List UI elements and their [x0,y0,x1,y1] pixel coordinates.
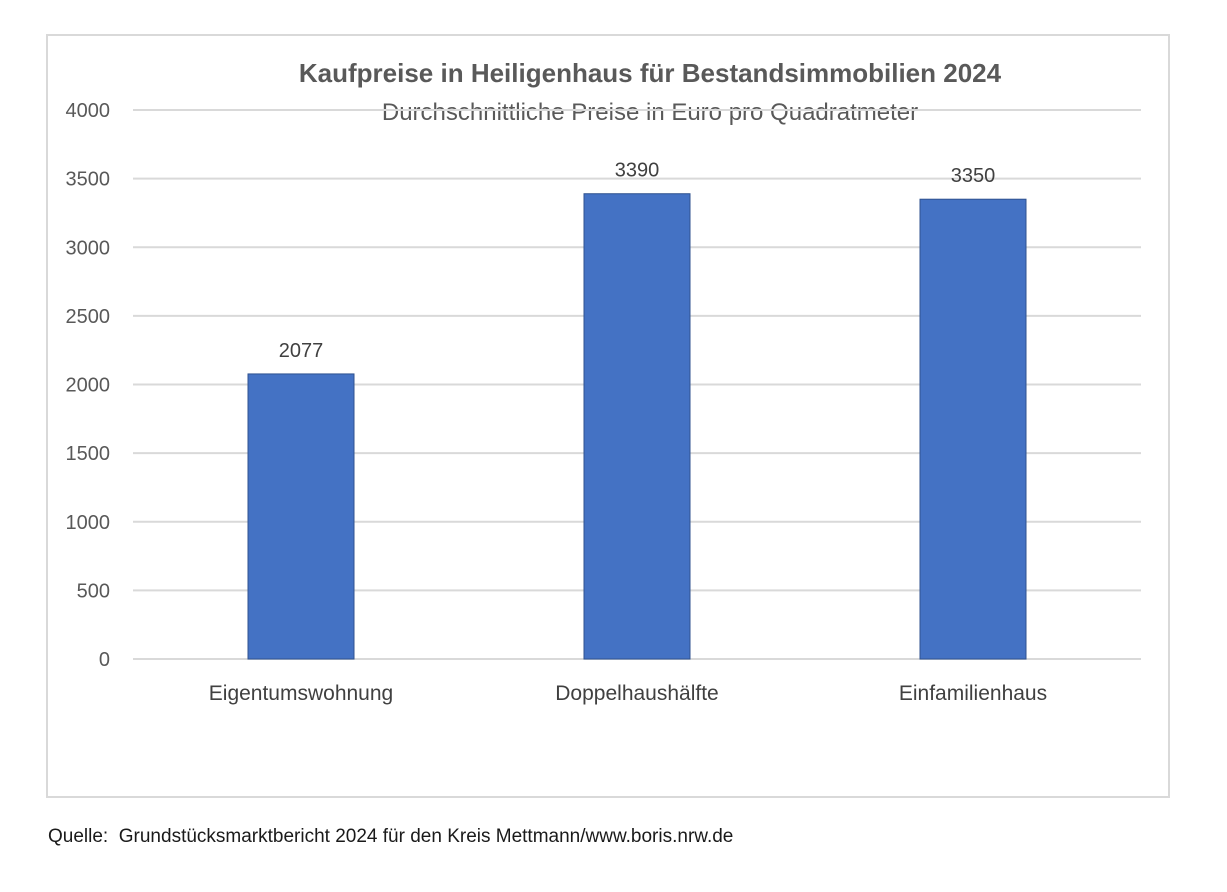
bars [247,193,1027,660]
y-axis-tick-labels: 0 500 1000 1500 2000 2500 3000 3500 4000 [66,100,111,671]
bar-doppelhaushälfte [583,193,691,660]
data-label: 3390 [615,160,660,182]
x-tick-label: Einfamilienhaus [899,682,1047,705]
y-tick-label: 3500 [66,169,111,191]
y-tick-label: 4000 [66,100,111,122]
source-note: Quelle: Grundstücksmarktbericht 2024 für… [48,826,734,847]
y-tick-label: 1500 [66,443,111,465]
x-tick-label: Doppelhaushälfte [555,682,718,705]
chart-subtitle: Durchschnittliche Preise in Euro pro Qua… [382,99,918,126]
data-label: 2077 [279,340,324,362]
y-tick-label: 1000 [66,512,111,534]
bar-eigentumswohnung [247,373,355,660]
chart-title: Kaufpreise in Heiligenhaus für Bestandsi… [299,58,1002,88]
y-tick-label: 0 [99,649,110,671]
y-tick-label: 500 [77,580,110,602]
data-label: 3350 [951,165,996,187]
y-tick-label: 2500 [66,306,111,328]
y-tick-label: 2000 [66,375,111,397]
data-labels: 2077 3390 3350 [279,160,996,362]
x-tick-label: Eigentumswohnung [209,682,393,705]
x-axis-tick-labels: Eigentumswohnung Doppelhaushälfte Einfamil… [209,682,1047,705]
bar-einfamilienhaus [919,198,1027,660]
y-tick-label: 3000 [66,237,111,259]
